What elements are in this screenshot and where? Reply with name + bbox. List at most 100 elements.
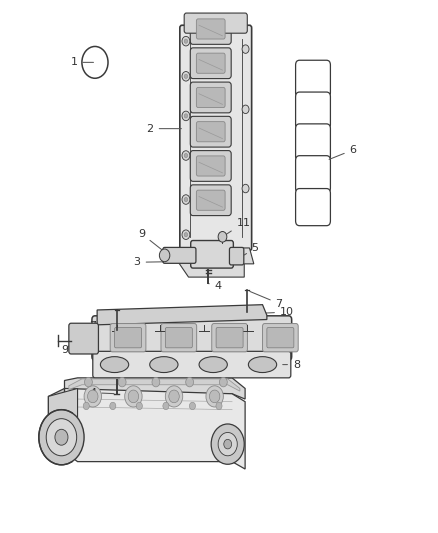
Circle shape [39, 410, 84, 465]
Ellipse shape [248, 357, 277, 373]
FancyBboxPatch shape [184, 13, 247, 33]
Circle shape [83, 402, 89, 410]
Text: 9: 9 [62, 345, 69, 356]
Circle shape [216, 402, 222, 410]
Circle shape [224, 439, 232, 449]
Text: 10: 10 [265, 307, 294, 317]
FancyBboxPatch shape [196, 156, 225, 176]
Circle shape [184, 232, 187, 237]
FancyBboxPatch shape [161, 324, 197, 352]
Circle shape [125, 386, 142, 407]
Text: 3: 3 [134, 257, 197, 267]
Circle shape [184, 197, 187, 201]
Circle shape [136, 402, 142, 410]
FancyBboxPatch shape [216, 328, 243, 348]
FancyBboxPatch shape [212, 324, 247, 352]
Text: 4: 4 [208, 281, 222, 291]
Circle shape [218, 231, 227, 242]
FancyBboxPatch shape [93, 351, 291, 378]
Text: 7: 7 [250, 292, 283, 309]
FancyBboxPatch shape [230, 247, 244, 265]
Circle shape [85, 377, 92, 387]
FancyBboxPatch shape [296, 189, 330, 225]
Circle shape [242, 45, 249, 53]
FancyBboxPatch shape [196, 87, 225, 108]
Polygon shape [48, 389, 64, 452]
Circle shape [182, 111, 190, 120]
FancyBboxPatch shape [92, 316, 292, 360]
Text: 9: 9 [138, 229, 167, 254]
Circle shape [218, 432, 237, 456]
Circle shape [88, 390, 98, 403]
Circle shape [206, 386, 223, 407]
Text: 5: 5 [244, 243, 259, 255]
FancyBboxPatch shape [190, 151, 231, 181]
Circle shape [84, 386, 102, 407]
Circle shape [152, 377, 160, 387]
Circle shape [110, 402, 116, 410]
FancyBboxPatch shape [163, 247, 196, 263]
Circle shape [128, 390, 139, 403]
FancyBboxPatch shape [196, 190, 225, 211]
Polygon shape [64, 389, 245, 469]
FancyBboxPatch shape [190, 48, 231, 78]
Polygon shape [48, 389, 78, 452]
FancyBboxPatch shape [115, 328, 141, 348]
Text: 7: 7 [89, 311, 114, 331]
FancyBboxPatch shape [196, 53, 225, 73]
Circle shape [219, 377, 227, 387]
Text: 1: 1 [71, 58, 93, 67]
Circle shape [209, 390, 220, 403]
Circle shape [55, 429, 68, 445]
FancyBboxPatch shape [267, 328, 294, 348]
FancyBboxPatch shape [296, 92, 330, 129]
FancyBboxPatch shape [296, 124, 330, 161]
Circle shape [165, 386, 183, 407]
Circle shape [242, 105, 249, 114]
FancyBboxPatch shape [165, 328, 192, 348]
Ellipse shape [100, 357, 129, 373]
Text: 8: 8 [283, 360, 300, 369]
Circle shape [182, 36, 190, 46]
FancyBboxPatch shape [262, 324, 298, 352]
Circle shape [163, 402, 169, 410]
Circle shape [184, 39, 187, 43]
Circle shape [184, 154, 187, 158]
Circle shape [182, 151, 190, 160]
Circle shape [182, 230, 190, 239]
Text: 6: 6 [329, 145, 357, 159]
Text: 2: 2 [147, 124, 181, 134]
Circle shape [184, 114, 187, 118]
Circle shape [186, 377, 194, 387]
Polygon shape [178, 248, 254, 277]
FancyBboxPatch shape [196, 19, 225, 39]
FancyBboxPatch shape [191, 240, 233, 268]
FancyBboxPatch shape [296, 156, 330, 193]
Circle shape [46, 419, 77, 456]
FancyBboxPatch shape [180, 25, 252, 251]
Circle shape [189, 402, 195, 410]
Text: 4: 4 [89, 387, 114, 398]
Circle shape [242, 184, 249, 193]
Circle shape [118, 377, 126, 387]
FancyBboxPatch shape [190, 82, 231, 113]
Polygon shape [64, 378, 245, 399]
Circle shape [184, 74, 187, 78]
FancyBboxPatch shape [110, 324, 146, 352]
Circle shape [159, 249, 170, 262]
Circle shape [169, 390, 179, 403]
Polygon shape [69, 379, 240, 391]
FancyBboxPatch shape [190, 185, 231, 216]
Text: 11: 11 [225, 218, 251, 235]
Polygon shape [97, 305, 267, 325]
Circle shape [182, 195, 190, 204]
FancyBboxPatch shape [69, 323, 99, 354]
FancyBboxPatch shape [296, 60, 330, 98]
Ellipse shape [150, 357, 178, 373]
FancyBboxPatch shape [196, 122, 225, 142]
Ellipse shape [199, 357, 227, 373]
Circle shape [211, 424, 244, 464]
Circle shape [182, 71, 190, 81]
FancyBboxPatch shape [190, 116, 231, 147]
FancyBboxPatch shape [190, 13, 231, 44]
